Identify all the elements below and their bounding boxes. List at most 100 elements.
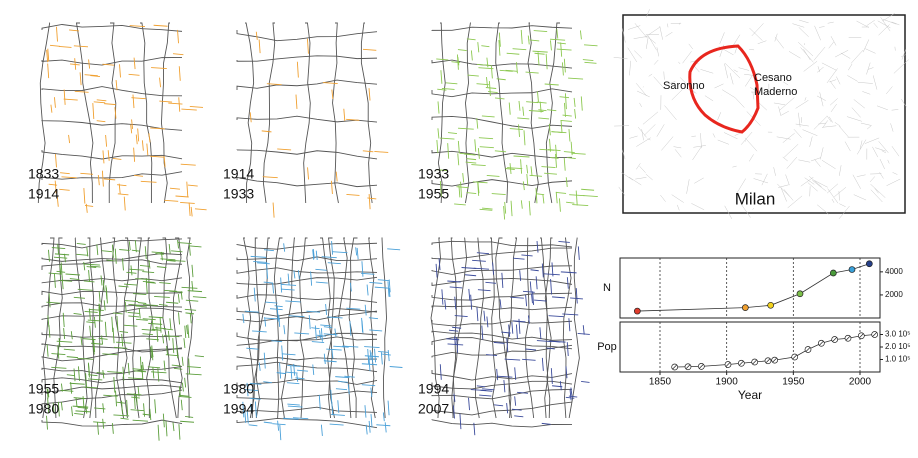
road	[798, 112, 801, 128]
new-road	[178, 97, 181, 112]
road	[822, 120, 828, 129]
road	[852, 174, 861, 189]
new-road	[194, 355, 205, 358]
new-road	[572, 204, 589, 207]
new-road	[459, 152, 471, 155]
new-road	[534, 52, 545, 55]
new-road	[151, 67, 167, 69]
road	[872, 146, 879, 158]
new-road	[148, 133, 151, 143]
new-road	[543, 273, 560, 276]
road	[877, 20, 891, 29]
new-road	[541, 357, 544, 372]
new-road	[78, 366, 80, 381]
new-road	[470, 389, 487, 392]
new-road	[87, 319, 103, 322]
road	[838, 125, 849, 137]
road	[431, 25, 573, 31]
new-road	[191, 280, 194, 292]
new-road	[331, 89, 334, 100]
new-road	[520, 200, 523, 209]
new-road	[60, 401, 63, 411]
new-road	[91, 342, 103, 345]
new-road	[178, 424, 181, 440]
road	[74, 237, 88, 419]
road	[661, 136, 674, 151]
new-road	[384, 422, 387, 433]
road	[804, 97, 807, 101]
road	[879, 158, 885, 170]
road-map	[430, 237, 590, 436]
road	[648, 73, 653, 77]
new-road	[491, 193, 506, 196]
new-road	[286, 382, 300, 385]
road	[812, 180, 827, 192]
road	[41, 389, 183, 408]
road	[653, 59, 659, 65]
new-road	[310, 271, 313, 286]
new-road	[505, 69, 518, 72]
road-map	[431, 22, 598, 220]
new-road	[334, 328, 337, 337]
new-road	[548, 315, 564, 318]
new-road	[549, 38, 566, 41]
new-road	[473, 267, 489, 270]
new-road	[47, 397, 50, 414]
new-road	[58, 338, 61, 348]
new-road	[550, 279, 553, 295]
hatch	[699, 364, 704, 369]
new-road	[580, 96, 583, 111]
new-road	[129, 268, 145, 271]
road	[348, 237, 358, 419]
road	[41, 120, 183, 131]
road	[881, 150, 887, 154]
new-road	[549, 340, 566, 343]
new-road	[154, 399, 157, 414]
new-road	[178, 395, 192, 398]
new-road	[454, 203, 466, 206]
road	[751, 23, 764, 37]
road	[782, 81, 789, 86]
new-road	[75, 397, 78, 407]
road	[642, 86, 644, 88]
new-road	[565, 366, 568, 379]
road	[840, 52, 851, 59]
new-road	[527, 35, 530, 45]
road	[712, 133, 716, 138]
new-road	[441, 289, 444, 305]
new-road	[364, 304, 367, 316]
new-road	[568, 77, 584, 80]
new-road	[74, 90, 89, 93]
new-road	[187, 290, 203, 293]
road	[870, 189, 883, 203]
new-road	[444, 299, 447, 310]
road	[431, 277, 573, 286]
new-road	[253, 261, 268, 263]
new-road	[142, 361, 144, 371]
new-road	[76, 242, 86, 245]
new-road	[499, 299, 502, 309]
new-road	[107, 371, 123, 373]
new-road	[190, 245, 202, 248]
new-road	[564, 93, 567, 110]
new-road	[102, 369, 105, 379]
new-road	[320, 324, 332, 327]
new-road	[277, 420, 280, 431]
new-road	[126, 399, 129, 415]
new-road	[342, 345, 359, 348]
road	[862, 91, 871, 95]
new-road	[63, 98, 78, 101]
new-road	[100, 275, 103, 286]
road	[864, 137, 880, 144]
road	[882, 13, 895, 22]
new-road	[123, 283, 138, 286]
road	[774, 36, 784, 49]
road	[777, 183, 790, 197]
new-road	[476, 64, 491, 66]
road	[678, 61, 681, 65]
road	[431, 150, 573, 159]
new-road	[460, 181, 463, 198]
new-road	[116, 341, 132, 344]
hatch	[739, 361, 744, 366]
new-road	[115, 390, 117, 407]
